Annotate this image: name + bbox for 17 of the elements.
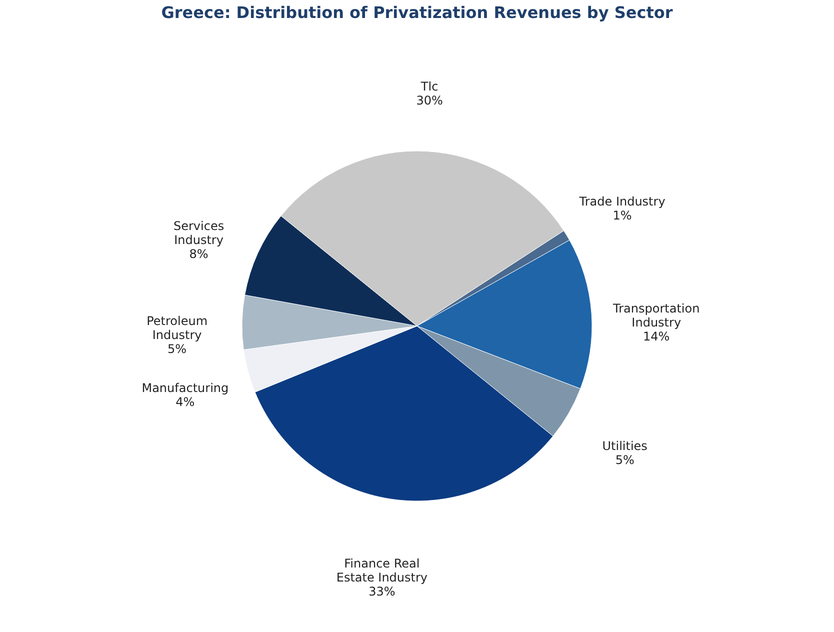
data-label: 5% — [615, 453, 634, 467]
data-label: 4% — [176, 395, 195, 410]
data-label: 1% — [612, 208, 632, 223]
chart-title: Greece: Distribution of Privatization Revenues by Sector — [161, 3, 673, 22]
data-label: 5% — [168, 342, 187, 356]
slice-label: Utilities — [602, 439, 648, 453]
slice-label: Trade Industry — [578, 194, 666, 209]
data-label: 8% — [189, 247, 208, 262]
slice-label: Services Industry — [173, 219, 224, 248]
data-label: 14% — [643, 329, 670, 344]
slice-label: Finance Real Estate Industry — [336, 556, 428, 584]
data-label: 30% — [416, 93, 443, 108]
slice-label: Manufacturing — [142, 381, 229, 396]
slice-label: Tlc — [420, 79, 438, 94]
slice-label: Petroleum Industry — [146, 314, 208, 342]
slice-label: Transportation Industry — [612, 301, 700, 330]
data-label: 33% — [368, 584, 396, 598]
